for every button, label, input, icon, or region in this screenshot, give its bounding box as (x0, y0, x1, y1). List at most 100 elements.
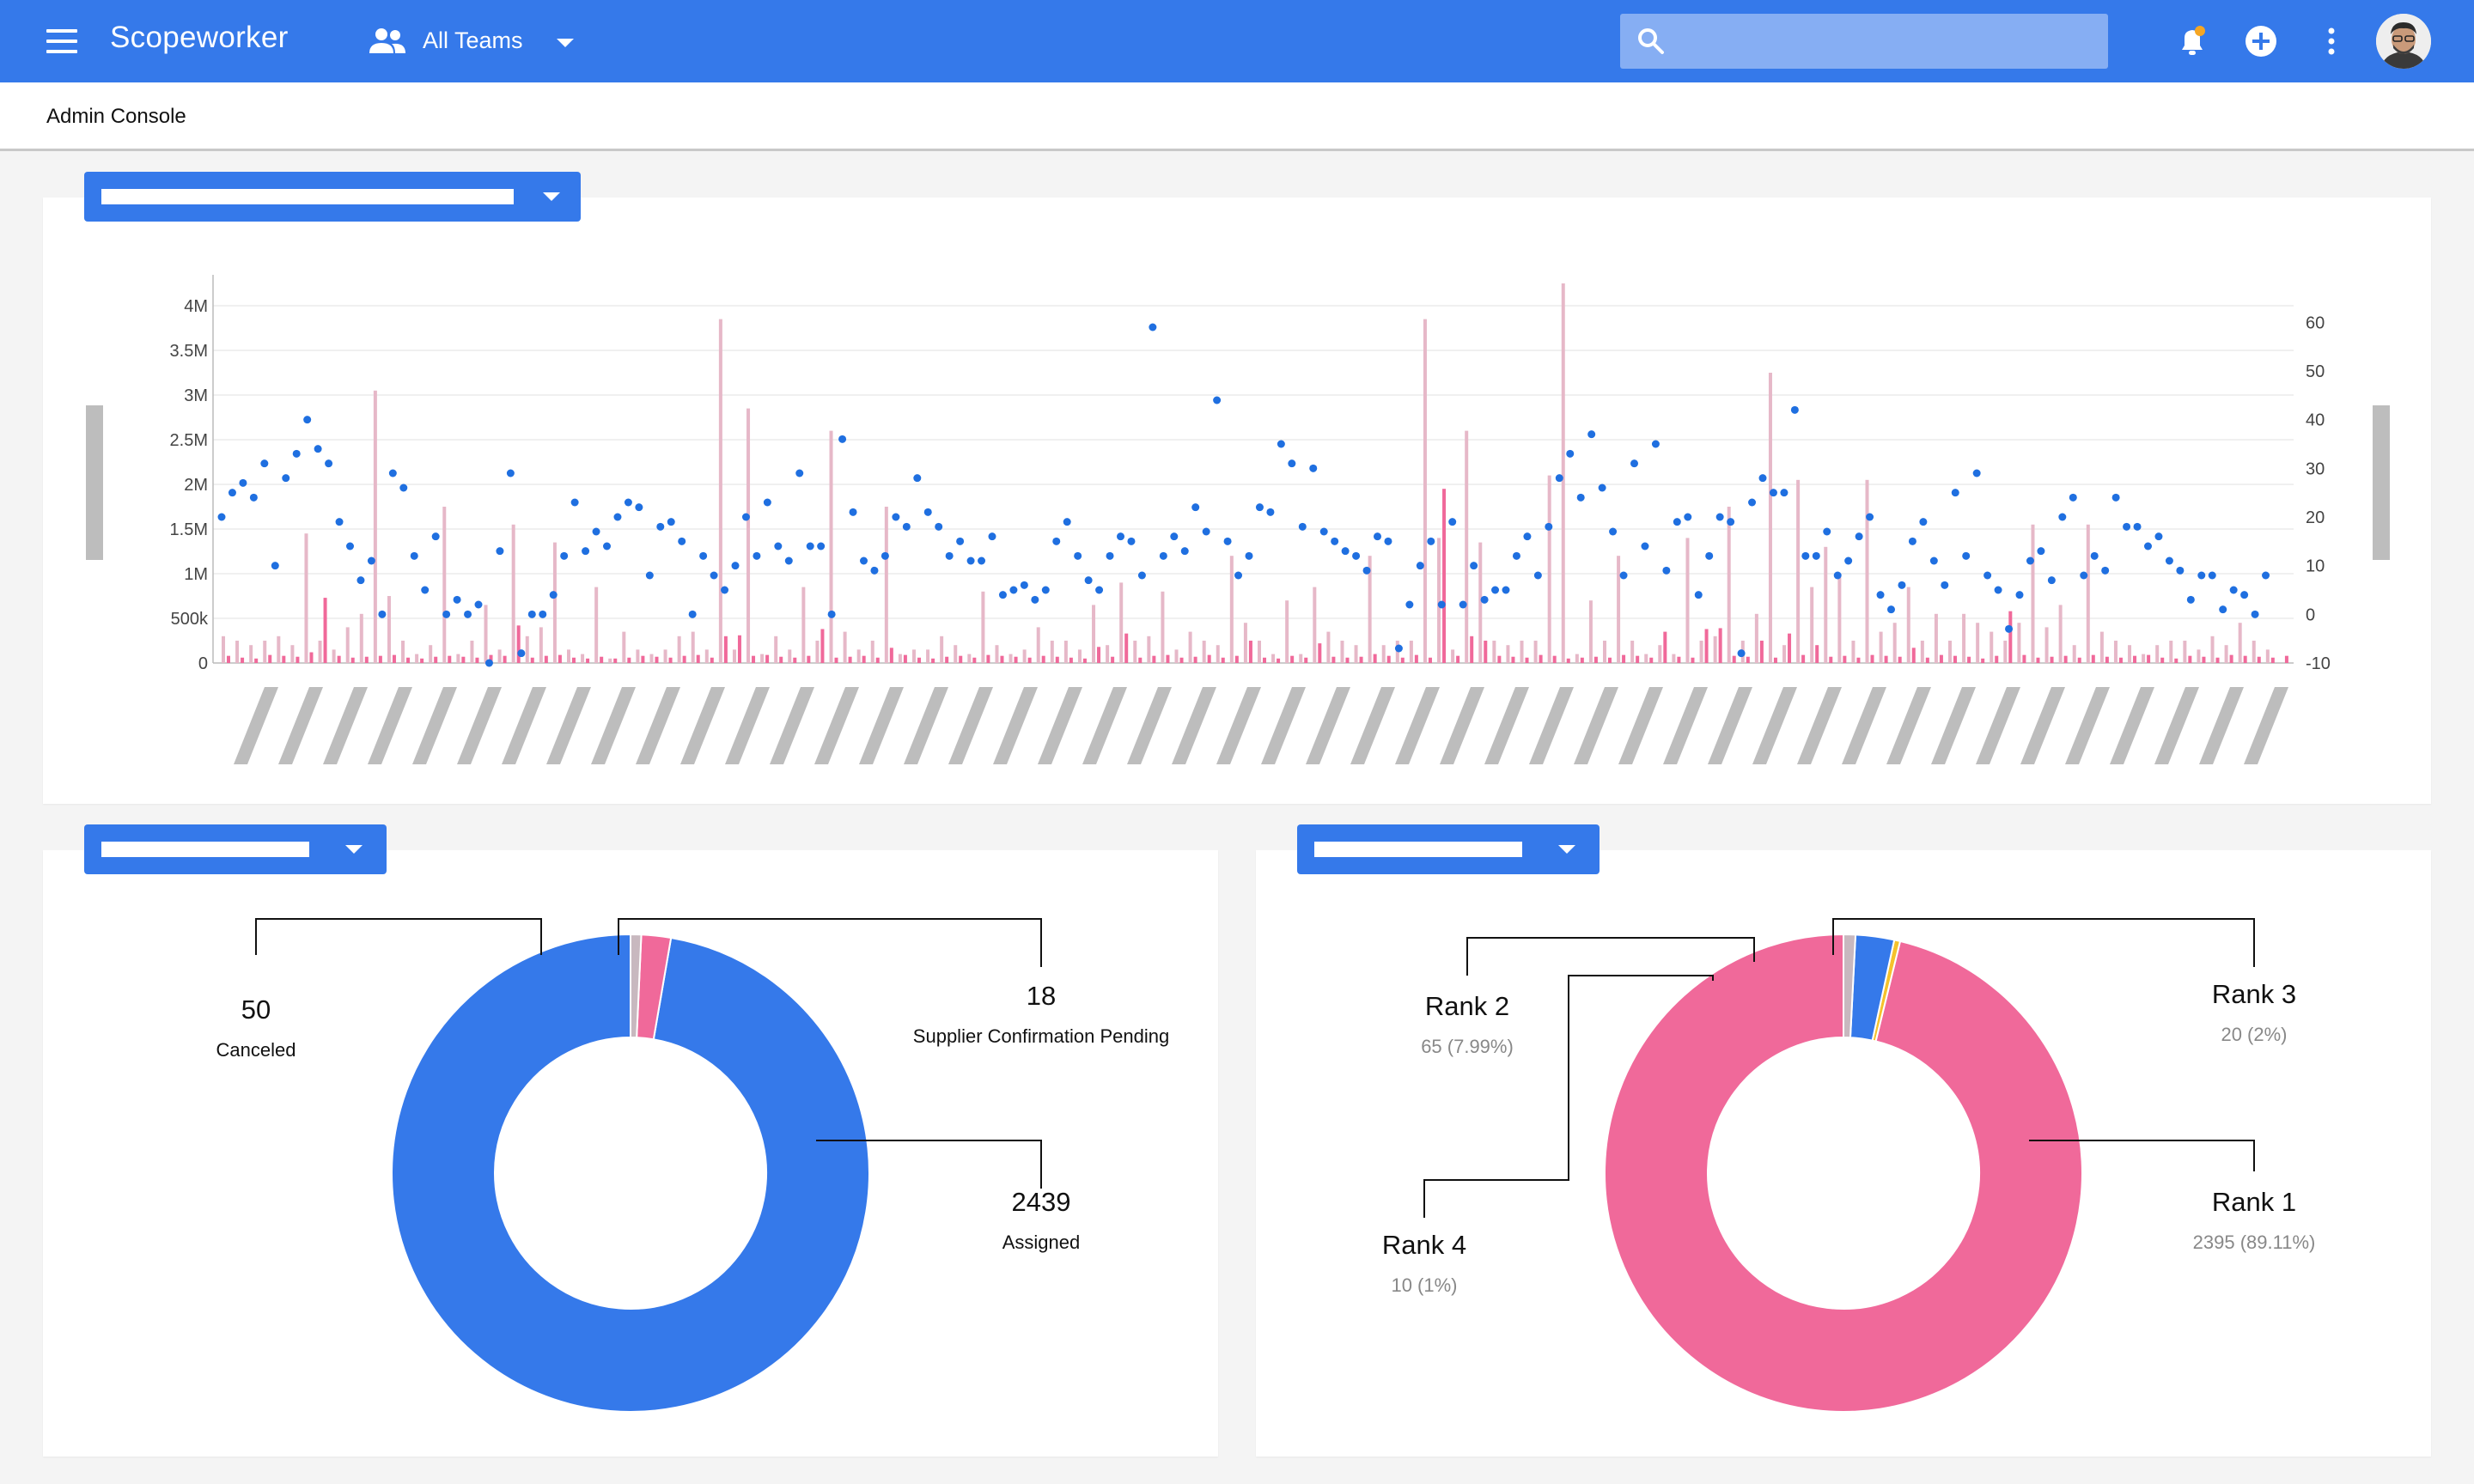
bar (318, 641, 322, 663)
bar (1948, 641, 1952, 663)
bar (1234, 655, 1239, 663)
bar (2174, 658, 2178, 663)
y2-tick-label: 20 (2306, 508, 2325, 527)
bar (765, 654, 770, 663)
scatter-point (1074, 551, 1082, 560)
y-tick-label: 1M (184, 565, 208, 584)
donut-slice (630, 933, 643, 1039)
menu-icon[interactable] (46, 29, 77, 53)
bar (2197, 649, 2201, 663)
bar (2063, 655, 2068, 663)
bar (484, 605, 488, 663)
x-tick-label-placeholder (1842, 687, 1886, 764)
bar (1870, 654, 1874, 663)
scatter-point (1394, 644, 1403, 653)
scatter-point (1555, 474, 1563, 483)
avatar[interactable] (2376, 14, 2431, 69)
bar (848, 656, 852, 663)
value-label: 2439 (1012, 1187, 1071, 1217)
bar (1326, 631, 1331, 663)
scatter-point (1223, 537, 1232, 545)
scatter-point (431, 532, 440, 541)
bar (1097, 647, 1101, 663)
search-input[interactable] (1680, 24, 2093, 58)
bar (1428, 657, 1432, 663)
bar (1451, 649, 1455, 663)
bar (1672, 654, 1676, 663)
value-label: 18 (1027, 981, 1056, 1011)
bar (1437, 538, 1441, 663)
bar (1884, 655, 1888, 663)
bar (1911, 648, 1916, 663)
bar (1691, 657, 1695, 663)
x-tick-label-placeholder (546, 687, 591, 764)
bar (870, 641, 874, 663)
scatter-point (314, 445, 322, 453)
bar (981, 591, 985, 663)
team-selector-label: All Teams (423, 27, 523, 53)
bar (525, 636, 529, 663)
scatter-point (624, 498, 632, 507)
bar (1106, 645, 1110, 663)
scroll-left-handle[interactable] (86, 405, 103, 560)
scatter-point (496, 547, 504, 556)
chevron-down-icon (345, 845, 363, 854)
scatter-point (1405, 600, 1414, 609)
scatter-point (1191, 503, 1200, 512)
bar (1588, 600, 1593, 663)
scatter-point (1159, 551, 1167, 560)
x-tick-label-placeholder (1395, 687, 1440, 764)
bar (1837, 574, 1842, 663)
status-chart-dropdown[interactable] (84, 824, 387, 874)
bar (862, 655, 866, 663)
scatter-point (464, 610, 472, 618)
bar (1465, 430, 1469, 663)
x-tick-label-placeholder (412, 687, 457, 764)
scroll-right-handle[interactable] (2373, 405, 2390, 560)
bar (641, 655, 645, 663)
scatter-point (2123, 522, 2131, 531)
bar (1788, 633, 1792, 663)
scatter-point (303, 416, 312, 424)
scatter-point (1298, 522, 1307, 531)
search-box[interactable] (1620, 14, 2108, 69)
more-vert-icon[interactable] (2313, 22, 2350, 60)
scatter-point (956, 537, 965, 545)
scatter-point (2262, 571, 2270, 580)
scatter-point (1972, 469, 1981, 477)
bar (1920, 641, 1924, 663)
bar (2058, 605, 2063, 663)
bar (718, 319, 722, 663)
scatter-point (870, 566, 879, 575)
y2-tick-label: 0 (2306, 605, 2315, 624)
bar (1133, 641, 1137, 663)
bar (1746, 656, 1750, 663)
bell-icon[interactable] (2173, 22, 2211, 60)
scatter-point (2101, 566, 2110, 575)
bar (2284, 655, 2288, 663)
y-tick-label: 2.5M (170, 431, 208, 450)
scatter-point (1587, 430, 1596, 439)
combo-chart-dropdown[interactable] (84, 172, 581, 222)
bar (1649, 657, 1654, 663)
bar (1801, 654, 1806, 663)
scatter-point (721, 586, 729, 594)
bar (290, 645, 295, 663)
bar (1773, 657, 1777, 663)
scatter-point (1641, 542, 1649, 550)
bar (682, 655, 686, 663)
bar (1400, 657, 1405, 663)
scatter-point (367, 556, 375, 565)
scatter-point (1362, 566, 1371, 575)
rank-chart-dropdown[interactable] (1297, 824, 1600, 874)
bar (2017, 623, 2021, 663)
add-circle-icon[interactable] (2242, 22, 2280, 60)
bar (364, 656, 369, 663)
team-selector[interactable]: All Teams (368, 17, 582, 65)
bar (898, 654, 902, 663)
bar (530, 657, 534, 663)
scatter-point (2251, 610, 2259, 618)
x-tick-label-placeholder (1350, 687, 1395, 764)
bar (1879, 631, 1883, 663)
scatter-point (1180, 547, 1189, 556)
